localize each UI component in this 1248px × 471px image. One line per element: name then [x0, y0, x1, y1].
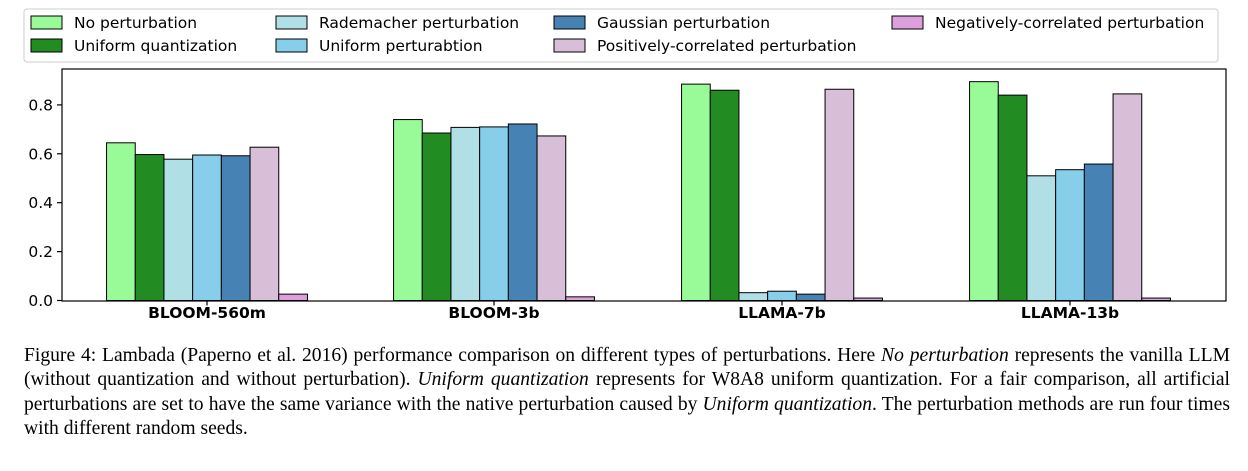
bar-rademacher-perturbation-llama-7b [738, 292, 769, 301]
axes-frame [61, 68, 1227, 302]
y-tick-label: 0.6 [28, 145, 53, 163]
bar-positively-correlated-perturbation-bloom-3b [536, 135, 567, 301]
legend-swatch [891, 15, 924, 30]
legend-label: Gaussian perturbation [597, 14, 770, 32]
bar-gaussian-perturbation-llama-7b [795, 293, 826, 302]
legend-label: No perturbation [74, 14, 197, 32]
y-axis: 0.0 0.2 0.4 0.6 0.8 [28, 96, 62, 310]
bar-no-perturbation-llama-7b [681, 83, 711, 302]
y-tick-label: 0.0 [28, 292, 53, 310]
bar-rademacher-perturbation-bloom-3b [450, 126, 481, 301]
legend-entry-no-perturbation: No perturbation [30, 14, 197, 32]
bar-gaussian-perturbation-llama-13b [1083, 163, 1114, 301]
caption-emphasis-3: Uniform quantization [702, 393, 872, 415]
legend-entry-positively-correlated-perturbation: Positively-correlated perturbation [553, 37, 856, 55]
bar-negatively-correlated-perturbation-bloom-560m [278, 293, 308, 302]
caption-label: Figure 4: [24, 345, 97, 366]
legend-entry-negatively-correlated-perturbation: Negatively-correlated perturbation [891, 14, 1204, 32]
bar-no-perturbation-bloom-3b [393, 119, 423, 301]
legend-entry-rademacher-perturbation: Rademacher perturbation [275, 14, 519, 32]
legend-swatch [553, 15, 586, 30]
legend-swatch [275, 15, 308, 30]
caption-emphasis-1: No perturbation [881, 345, 1009, 366]
bar-positively-correlated-perturbation-bloom-560m [249, 146, 280, 301]
legend-swatch [30, 15, 63, 30]
legend-entry-uniform-quantization: Uniform quantization [30, 37, 237, 55]
legend-label: Uniform quantization [74, 37, 237, 55]
y-tick-label: 0.8 [28, 96, 53, 114]
x-axis: BLOOM-560m BLOOM-3b LLAMA-7b LLAMA-13b [148, 300, 1119, 322]
x-tick-label-bloom-3b: BLOOM-3b [448, 304, 539, 322]
legend-label: Rademacher perturbation [319, 14, 519, 32]
bar-rademacher-perturbation-bloom-560m [163, 158, 194, 301]
legend: No perturbation Uniform quantization Radem… [23, 8, 1219, 63]
figure-caption: Figure 4: Lambada (Paperno et al. 2016) … [24, 344, 1230, 442]
x-tick-label-llama-7b: LLAMA-7b [738, 304, 825, 322]
bar-no-perturbation-bloom-560m [106, 142, 136, 301]
legend-swatch [275, 38, 308, 53]
bar-uniform-perturabtion-llama-7b [767, 290, 797, 301]
caption-text-1: Lambada (Paperno et al. 2016) performanc… [96, 345, 882, 366]
x-tick-label-llama-13b: LLAMA-13b [1021, 304, 1119, 322]
legend-entry-gaussian-perturbation: Gaussian perturbation [553, 14, 770, 32]
bar-uniform-perturabtion-bloom-3b [479, 126, 509, 301]
legend-swatch [30, 38, 63, 53]
bar-negatively-correlated-perturbation-bloom-3b [565, 296, 595, 301]
bar-uniform-quantization-llama-7b [709, 89, 740, 302]
bar-positively-correlated-perturbation-llama-13b [1112, 93, 1143, 302]
bar-uniform-quantization-bloom-3b [421, 132, 452, 301]
bar-no-perturbation-llama-13b [969, 81, 999, 301]
caption-text-4: . The perturbation methods are run four … [24, 393, 1230, 440]
bar-negatively-correlated-perturbation-llama-13b [1141, 297, 1171, 301]
caption-emphasis-2: Uniform quantization [417, 369, 589, 391]
bar-gaussian-perturbation-bloom-3b [507, 123, 538, 301]
y-tick-label: 0.2 [28, 243, 53, 261]
legend-swatch [553, 38, 586, 53]
legend-entry-uniform-perturabtion: Uniform perturabtion [275, 37, 483, 55]
x-tick-label-bloom-560m: BLOOM-560m [148, 304, 266, 322]
bar-uniform-perturabtion-bloom-560m [192, 154, 222, 301]
bar-uniform-perturabtion-llama-13b [1055, 169, 1085, 301]
legend-label: Positively-correlated perturbation [597, 37, 856, 55]
bar-uniform-quantization-bloom-560m [134, 154, 165, 301]
bar-uniform-quantization-llama-13b [997, 94, 1028, 302]
bar-rademacher-perturbation-llama-13b [1026, 175, 1057, 301]
bar-positively-correlated-perturbation-llama-7b [824, 88, 855, 301]
bar-chart: No perturbation Uniform quantization Radem… [23, 8, 1227, 322]
bars [106, 81, 1171, 302]
caption-text-2: represents the vanilla LLM (without quan… [24, 345, 1231, 391]
legend-label: Negatively-correlated perturbation [935, 14, 1204, 32]
caption-text-3: represents for W8A8 uniform quantization… [24, 369, 1230, 415]
bar-negatively-correlated-perturbation-llama-7b [853, 297, 883, 301]
bar-gaussian-perturbation-bloom-560m [220, 155, 251, 301]
legend-label: Uniform perturabtion [319, 37, 483, 55]
y-tick-label: 0.4 [28, 194, 53, 212]
